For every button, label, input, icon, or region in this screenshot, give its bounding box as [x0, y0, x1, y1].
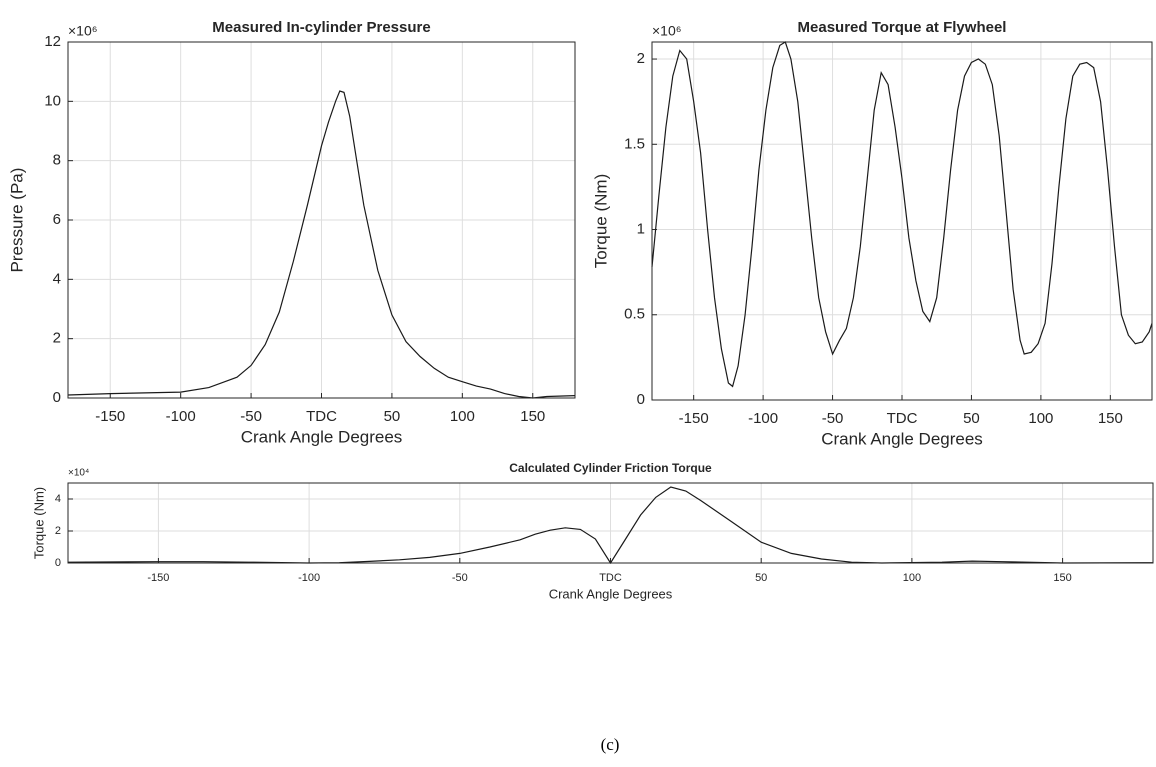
x-tick-label: TDC — [306, 408, 337, 425]
y-scale-label: ×10⁴ — [68, 468, 89, 479]
x-tick-label: 150 — [1053, 572, 1071, 584]
x-tick-label: 100 — [1028, 410, 1053, 427]
axes-box — [67, 41, 576, 399]
x-tick-label: 150 — [1098, 410, 1123, 427]
x-tick-label: TDC — [599, 572, 622, 584]
axes-box — [67, 482, 1154, 564]
x-tick-label: 50 — [963, 410, 980, 427]
y-tick-label: 4 — [53, 270, 61, 287]
data-line — [67, 90, 576, 399]
x-tick-label: -100 — [166, 408, 196, 425]
y-tick-label: 2 — [53, 330, 61, 347]
data-line — [651, 41, 1153, 388]
y-tick-label: 2 — [55, 525, 61, 537]
x-tick-label: 150 — [520, 408, 545, 425]
x-tick-label: 100 — [903, 572, 921, 584]
x-tick-label: 50 — [384, 408, 401, 425]
x-tick-label: 50 — [755, 572, 767, 584]
x-tick-label: -150 — [147, 572, 169, 584]
y-axis-label: Torque (Nm) — [31, 487, 46, 559]
y-tick-label: 8 — [53, 152, 61, 169]
y-axis-label: Pressure (Pa) — [7, 168, 26, 273]
x-axis-label: Crank Angle Degrees — [549, 586, 673, 601]
x-tick-label: -100 — [298, 572, 320, 584]
y-tick-label: 2 — [637, 50, 645, 67]
caption: (c) — [601, 735, 620, 754]
x-axis-label: Crank Angle Degrees — [241, 427, 403, 446]
y-scale-label: ×10⁶ — [68, 23, 98, 39]
x-tick-label: -100 — [748, 410, 778, 427]
chart-title: Measured In-cylinder Pressure — [212, 19, 430, 36]
y-tick-label: 12 — [44, 33, 61, 50]
x-tick-label: -150 — [679, 410, 709, 427]
y-axis-label: Torque (Nm) — [591, 174, 610, 268]
x-tick-label: TDC — [887, 410, 918, 427]
y-tick-label: 0.5 — [624, 306, 645, 323]
y-scale-label: ×10⁶ — [652, 23, 682, 39]
y-tick-label: 10 — [44, 92, 61, 109]
x-tick-label: -150 — [95, 408, 125, 425]
x-tick-label: -50 — [240, 408, 262, 425]
x-axis-label: Crank Angle Degrees — [821, 429, 983, 448]
y-tick-label: 0 — [55, 557, 61, 569]
chart-title: Calculated Cylinder Friction Torque — [509, 461, 712, 475]
y-tick-label: 1.5 — [624, 135, 645, 152]
y-tick-label: 0 — [53, 389, 61, 406]
axes-box — [651, 41, 1153, 401]
chart-title: Measured Torque at Flywheel — [798, 19, 1007, 36]
x-tick-label: -50 — [822, 410, 844, 427]
y-tick-label: 1 — [637, 220, 645, 237]
x-tick-label: 100 — [450, 408, 475, 425]
x-tick-label: -50 — [452, 572, 468, 584]
y-tick-label: 6 — [53, 211, 61, 228]
y-tick-label: 4 — [55, 493, 61, 505]
y-tick-label: 0 — [637, 391, 645, 408]
